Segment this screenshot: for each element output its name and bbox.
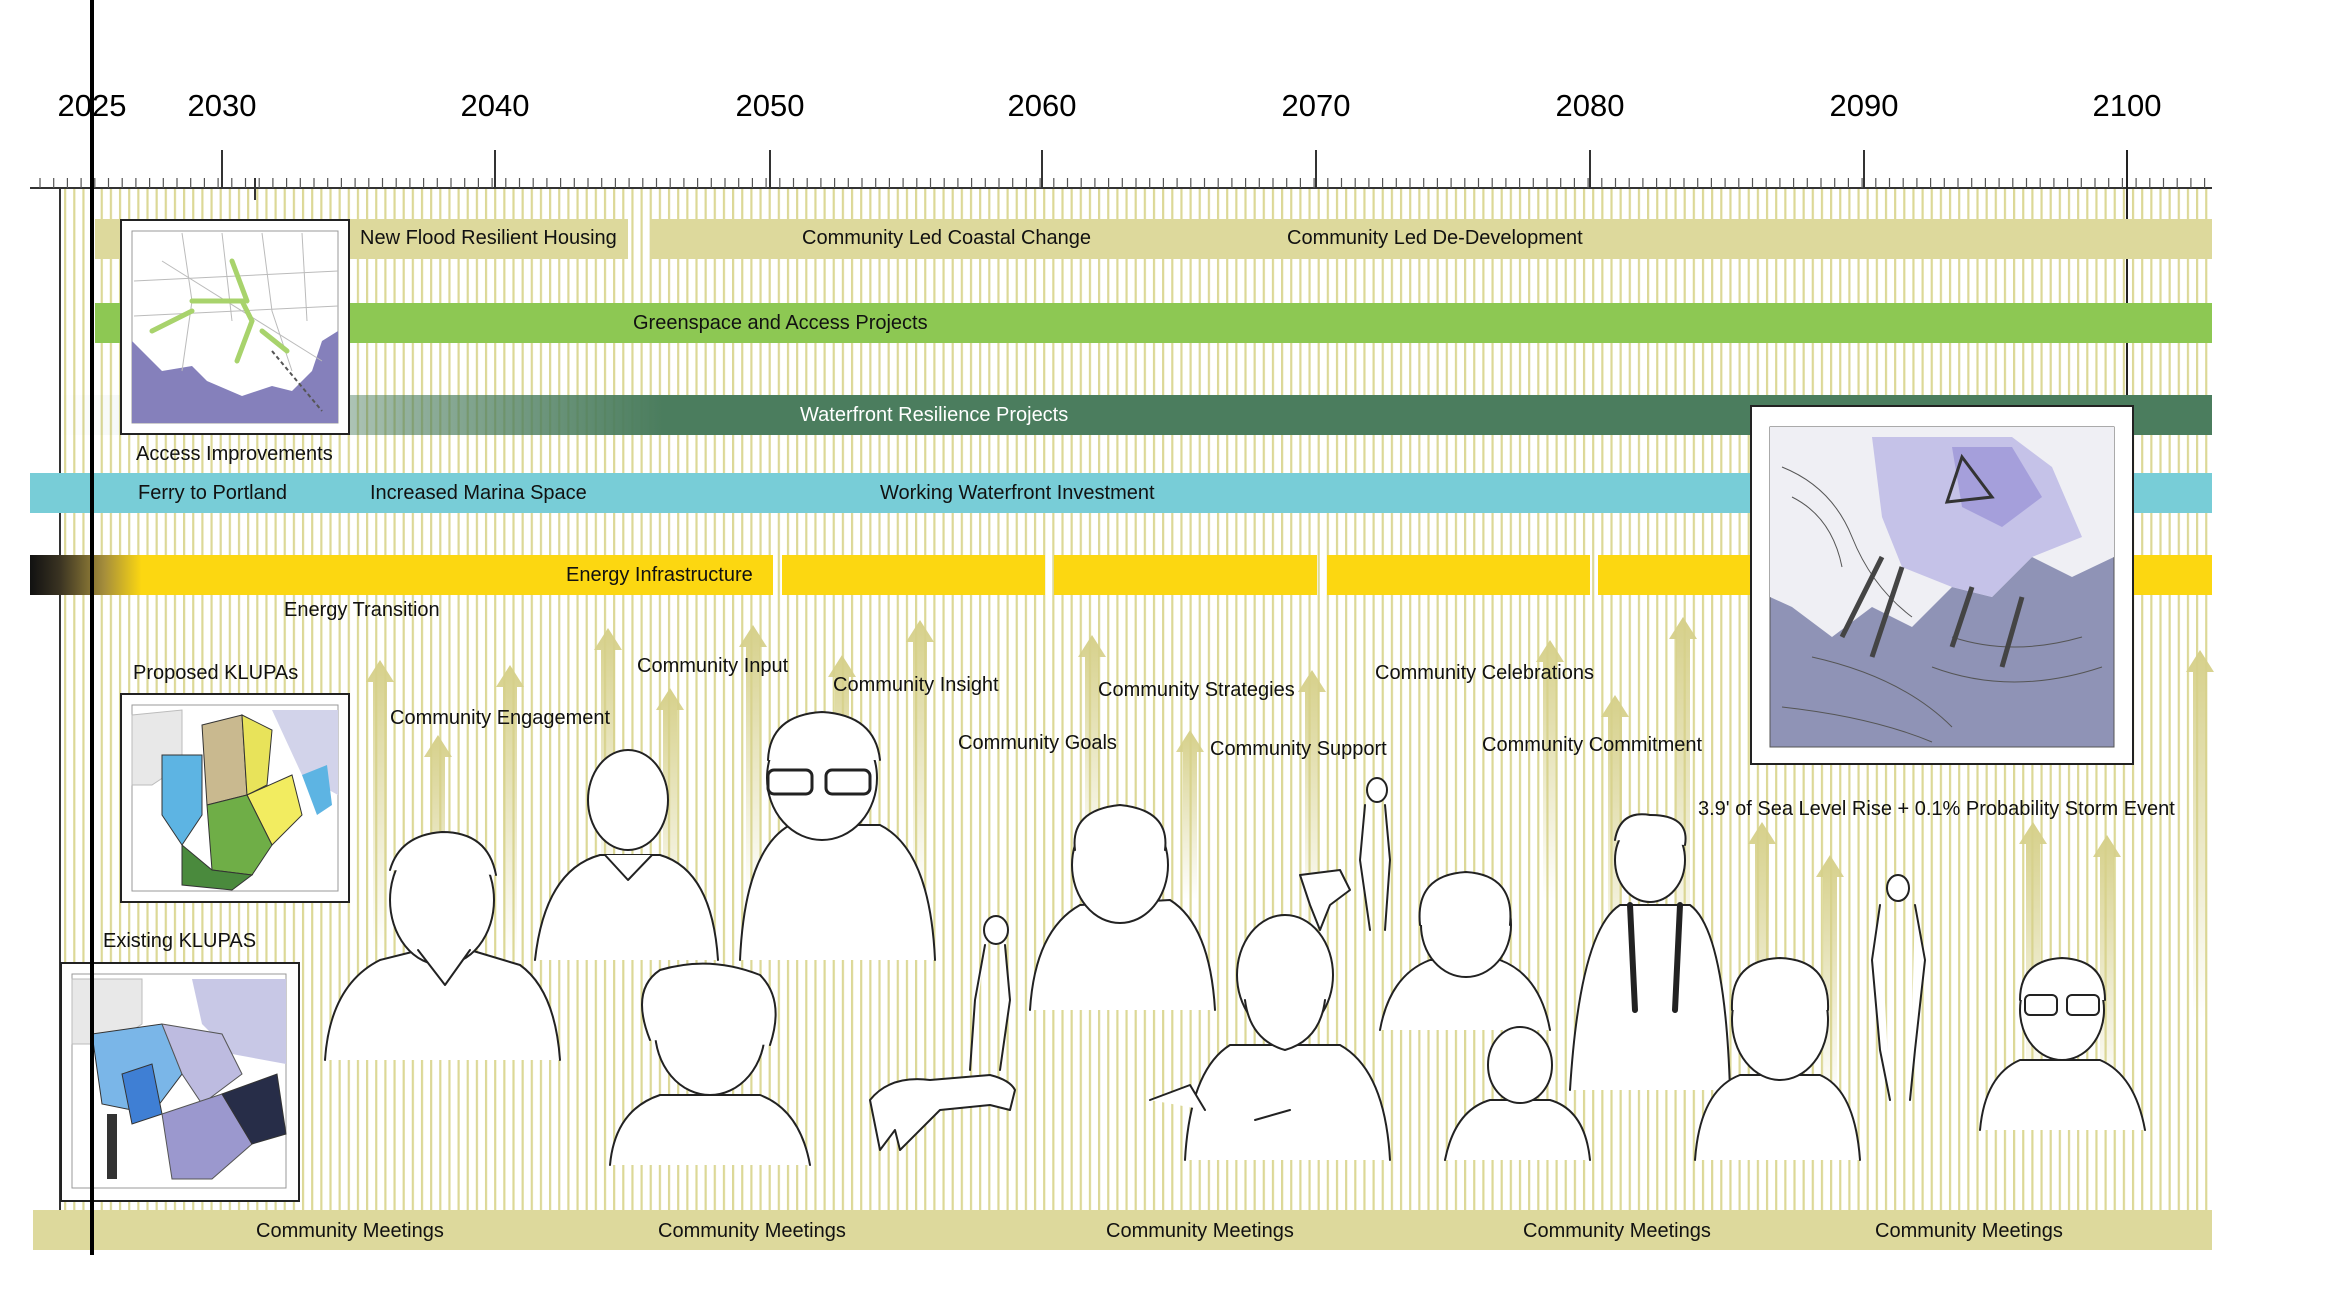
- person-sketch-11: [1569, 813, 1731, 1091]
- community-meetings-label-3: Community Meetings: [1106, 1220, 1294, 1242]
- year-2040: 2040: [460, 88, 530, 123]
- energy-bar-4: [1327, 555, 1590, 595]
- community-commitment-label: Community Commitment: [1482, 734, 1703, 756]
- person-sketch-5: [869, 915, 1016, 1151]
- person-sketch-8: [1299, 777, 1391, 931]
- person-sketch-13: [1871, 874, 1926, 1101]
- community-meetings-label-1: Community Meetings: [256, 1220, 444, 1242]
- community-goals-label: Community Goals: [958, 732, 1117, 754]
- year-2050: 2050: [735, 88, 805, 123]
- person-sketch-12: [1694, 957, 1861, 1161]
- community-meetings-label-2: Community Meetings: [658, 1220, 846, 1242]
- community-meetings-bar: [33, 1210, 2212, 1250]
- existing-klupas-panel: [60, 962, 300, 1202]
- community-input-label: Community Input: [637, 655, 789, 677]
- person-sketch-6: [1029, 804, 1216, 1011]
- year-2100: 2100: [2092, 88, 2162, 123]
- proposed-klupas-map: [131, 704, 339, 892]
- person-sketch-7: [1149, 914, 1391, 1161]
- engagement-arrow: [496, 665, 524, 960]
- access-map: [131, 230, 339, 424]
- person-sketch-14: [1979, 957, 2146, 1131]
- engagement-arrow: [2186, 650, 2214, 1020]
- person-sketch-9: [1379, 871, 1551, 1031]
- coastal-change-bar: [650, 219, 2212, 259]
- proposed-klupas-label: Proposed KLUPAs: [133, 662, 299, 684]
- working-waterfront-label: Working Waterfront Investment: [880, 482, 1155, 504]
- community-strategies-label: Community Strategies: [1098, 679, 1295, 701]
- year-2090: 2090: [1829, 88, 1899, 123]
- community-meetings-label-4: Community Meetings: [1523, 1220, 1711, 1242]
- energy-bar-3: [1054, 555, 1317, 595]
- engagement-arrow: [1536, 640, 1564, 900]
- person-sketch-3: [739, 711, 936, 961]
- year-2060: 2060: [1007, 88, 1077, 123]
- existing-klupas-map: [71, 973, 287, 1189]
- person-sketch-4: [609, 962, 811, 1166]
- sea-level-map-panel: [1750, 405, 2134, 765]
- de-development-label: Community Led De-Development: [1287, 227, 1583, 249]
- engagement-arrow: [1298, 670, 1326, 930]
- greenspace-label: Greenspace and Access Projects: [633, 312, 928, 334]
- coastal-change-label: Community Led Coastal Change: [802, 227, 1092, 249]
- housing-label: New Flood Resilient Housing: [360, 227, 617, 249]
- year-2030: 2030: [187, 88, 257, 123]
- community-celebrations-label: Community Celebrations: [1375, 662, 1594, 684]
- sea-level-map: [1769, 426, 2115, 748]
- marina-label: Increased Marina Space: [370, 482, 587, 504]
- current-year-line: [90, 0, 94, 1255]
- sea-level-label: 3.9' of Sea Level Rise + 0.1% Probabilit…: [1698, 798, 2175, 820]
- person-sketch-1: [324, 831, 561, 1061]
- person-sketch-10: [1444, 1026, 1591, 1161]
- engagement-arrow: [739, 625, 767, 900]
- energy-bar-2: [782, 555, 1045, 595]
- energy-bar-1: [30, 555, 773, 595]
- year-2070: 2070: [1281, 88, 1351, 123]
- engagement-arrow: [1176, 730, 1204, 900]
- person-sketch-2: [534, 749, 719, 961]
- engagement-arrow: [366, 660, 394, 950]
- year-2080: 2080: [1555, 88, 1625, 123]
- community-support-label: Community Support: [1210, 738, 1387, 760]
- existing-klupas-label: Existing KLUPAS: [103, 930, 257, 952]
- access-map-panel: [120, 219, 350, 435]
- community-engagement-label: Community Engagement: [390, 707, 611, 729]
- energy-label: Energy Infrastructure: [566, 564, 753, 586]
- community-insight-label: Community Insight: [833, 674, 999, 696]
- access-improvements-label: Access Improvements: [136, 443, 333, 465]
- energy-transition-label: Energy Transition: [284, 599, 440, 621]
- proposed-klupas-panel: [120, 693, 350, 903]
- waterfront-label: Waterfront Resilience Projects: [800, 404, 1069, 426]
- ferry-label: Ferry to Portland: [138, 482, 287, 504]
- greenspace-bar: [95, 303, 2212, 343]
- community-meetings-label-5: Community Meetings: [1875, 1220, 2063, 1242]
- engagement-arrow: [906, 620, 934, 900]
